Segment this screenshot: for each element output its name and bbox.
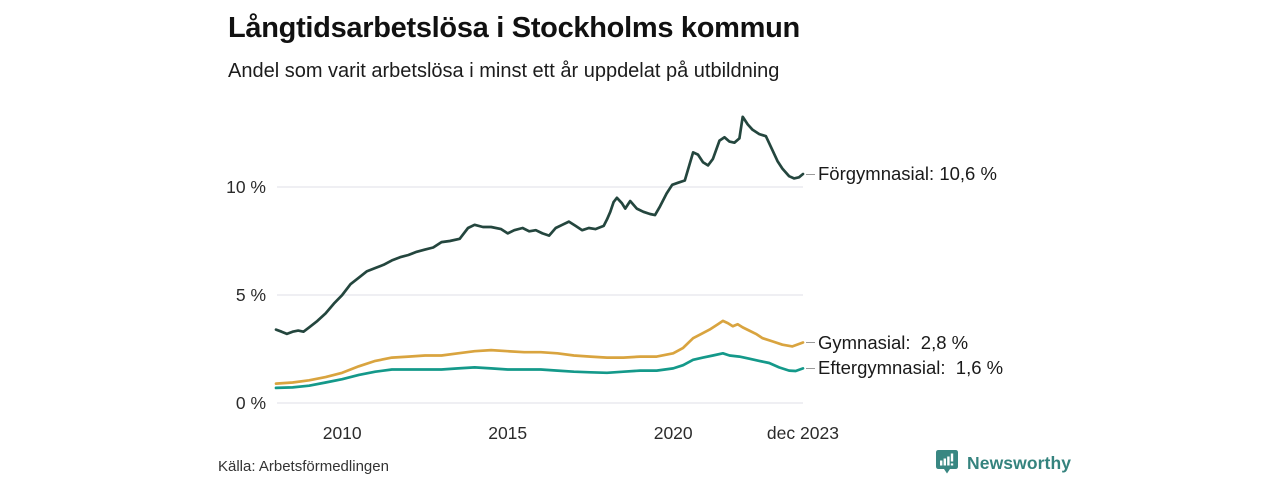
series-end-label-forgymnasial: Förgymnasial: 10,6 % [806, 162, 997, 186]
series-line-gymnasial [274, 319, 805, 385]
y-axis-tick-label: 0 % [235, 393, 266, 413]
source-note: Källa: Arbetsförmedlingen [218, 458, 389, 475]
x-axis-tick-label: 2015 [488, 423, 528, 443]
series-end-label-text: Förgymnasial: 10,6 % [818, 163, 997, 185]
series-end-label-gymnasial: Gymnasial: 2,8 % [806, 331, 968, 355]
y-axis-tick-label: 10 % [226, 177, 266, 197]
series-line-eftergymnasial [274, 351, 805, 390]
x-axis-tick-label: 2010 [322, 423, 362, 443]
series-end-label-text: Gymnasial: 2,8 % [818, 331, 969, 353]
series-line-förgymnasial [274, 115, 805, 336]
newsworthy-bubble-icon [936, 450, 958, 474]
label-tick-icon [806, 342, 815, 344]
x-axis-tick-label: dec 2023 [766, 423, 839, 443]
chart-subtitle: Andel som varit arbetslösa i minst ett å… [228, 60, 780, 82]
label-tick-icon [806, 173, 815, 175]
series-end-label-eftergymnasial: Eftergymnasial: 1,6 % [806, 356, 1003, 380]
x-axis-tick-label: 2020 [653, 423, 693, 443]
brand-logo: Newsworthy [935, 449, 1071, 477]
series-end-label-text: Eftergymnasial: 1,6 % [818, 357, 1004, 379]
label-tick-icon [806, 367, 815, 369]
chart-title: Långtidsarbetslösa i Stockholms kommun [228, 12, 800, 44]
brand-name: Newsworthy [967, 452, 1072, 473]
y-axis-tick-label: 5 % [235, 285, 266, 305]
